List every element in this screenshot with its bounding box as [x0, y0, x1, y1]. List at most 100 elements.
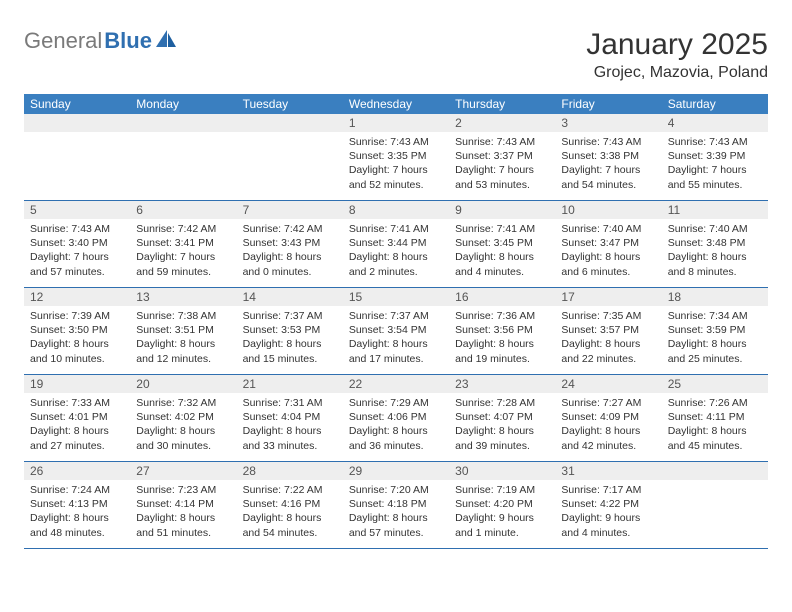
- daylight-text: Daylight: 8 hours and 2 minutes.: [349, 250, 443, 278]
- daylight-text: Daylight: 8 hours and 6 minutes.: [561, 250, 655, 278]
- sunrise-text: Sunrise: 7:24 AM: [30, 483, 124, 497]
- daylight-text: Daylight: 9 hours and 4 minutes.: [561, 511, 655, 539]
- sunset-text: Sunset: 3:48 PM: [668, 236, 762, 250]
- logo-text-gray: General: [24, 28, 102, 54]
- page-title: January 2025: [586, 28, 768, 62]
- daylight-text: Daylight: 8 hours and 0 minutes.: [243, 250, 337, 278]
- day-content: Sunrise: 7:17 AMSunset: 4:22 PMDaylight:…: [555, 480, 661, 544]
- calendar-day-cell: 11Sunrise: 7:40 AMSunset: 3:48 PMDayligh…: [662, 201, 768, 287]
- day-number-band: 8: [343, 201, 449, 219]
- calendar-week-row: 19Sunrise: 7:33 AMSunset: 4:01 PMDayligh…: [24, 375, 768, 462]
- day-content: Sunrise: 7:43 AMSunset: 3:37 PMDaylight:…: [449, 132, 555, 196]
- sunset-text: Sunset: 4:18 PM: [349, 497, 443, 511]
- sail-icon: [156, 30, 178, 53]
- calendar-day-cell: 22Sunrise: 7:29 AMSunset: 4:06 PMDayligh…: [343, 375, 449, 461]
- sunset-text: Sunset: 4:07 PM: [455, 410, 549, 424]
- sunset-text: Sunset: 4:16 PM: [243, 497, 337, 511]
- calendar-day-cell: 31Sunrise: 7:17 AMSunset: 4:22 PMDayligh…: [555, 462, 661, 548]
- daylight-text: Daylight: 7 hours and 52 minutes.: [349, 163, 443, 191]
- day-number-band: [24, 114, 130, 132]
- daylight-text: Daylight: 8 hours and 48 minutes.: [30, 511, 124, 539]
- daylight-text: Daylight: 7 hours and 57 minutes.: [30, 250, 124, 278]
- day-number-band: 7: [237, 201, 343, 219]
- day-content: Sunrise: 7:43 AMSunset: 3:35 PMDaylight:…: [343, 132, 449, 196]
- sunrise-text: Sunrise: 7:43 AM: [30, 222, 124, 236]
- day-number-band: 18: [662, 288, 768, 306]
- day-content: Sunrise: 7:33 AMSunset: 4:01 PMDaylight:…: [24, 393, 130, 457]
- calendar: Sunday Monday Tuesday Wednesday Thursday…: [24, 94, 768, 549]
- day-content: Sunrise: 7:31 AMSunset: 4:04 PMDaylight:…: [237, 393, 343, 457]
- daylight-text: Daylight: 8 hours and 33 minutes.: [243, 424, 337, 452]
- sunrise-text: Sunrise: 7:38 AM: [136, 309, 230, 323]
- day-number-band: 22: [343, 375, 449, 393]
- day-content: Sunrise: 7:29 AMSunset: 4:06 PMDaylight:…: [343, 393, 449, 457]
- daylight-text: Daylight: 8 hours and 54 minutes.: [243, 511, 337, 539]
- day-number-band: 29: [343, 462, 449, 480]
- calendar-day-cell: 23Sunrise: 7:28 AMSunset: 4:07 PMDayligh…: [449, 375, 555, 461]
- daylight-text: Daylight: 8 hours and 15 minutes.: [243, 337, 337, 365]
- sunrise-text: Sunrise: 7:26 AM: [668, 396, 762, 410]
- sunrise-text: Sunrise: 7:29 AM: [349, 396, 443, 410]
- day-number-band: 5: [24, 201, 130, 219]
- calendar-day-cell: 10Sunrise: 7:40 AMSunset: 3:47 PMDayligh…: [555, 201, 661, 287]
- daylight-text: Daylight: 8 hours and 42 minutes.: [561, 424, 655, 452]
- day-number-band: 25: [662, 375, 768, 393]
- daylight-text: Daylight: 7 hours and 53 minutes.: [455, 163, 549, 191]
- weekday-header-row: Sunday Monday Tuesday Wednesday Thursday…: [24, 94, 768, 114]
- title-block: January 2025 Grojec, Mazovia, Poland: [586, 28, 768, 82]
- calendar-day-cell: 20Sunrise: 7:32 AMSunset: 4:02 PMDayligh…: [130, 375, 236, 461]
- weekday-header: Friday: [555, 94, 661, 114]
- logo: General Blue: [24, 28, 178, 54]
- sunset-text: Sunset: 3:54 PM: [349, 323, 443, 337]
- sunset-text: Sunset: 3:57 PM: [561, 323, 655, 337]
- calendar-day-cell: 6Sunrise: 7:42 AMSunset: 3:41 PMDaylight…: [130, 201, 236, 287]
- day-content: Sunrise: 7:41 AMSunset: 3:45 PMDaylight:…: [449, 219, 555, 283]
- calendar-day-cell: 4Sunrise: 7:43 AMSunset: 3:39 PMDaylight…: [662, 114, 768, 200]
- day-content: Sunrise: 7:37 AMSunset: 3:54 PMDaylight:…: [343, 306, 449, 370]
- daylight-text: Daylight: 8 hours and 39 minutes.: [455, 424, 549, 452]
- sunset-text: Sunset: 4:01 PM: [30, 410, 124, 424]
- day-number-band: 16: [449, 288, 555, 306]
- sunrise-text: Sunrise: 7:33 AM: [30, 396, 124, 410]
- day-number-band: 24: [555, 375, 661, 393]
- calendar-day-cell: [130, 114, 236, 200]
- daylight-text: Daylight: 8 hours and 25 minutes.: [668, 337, 762, 365]
- sunset-text: Sunset: 4:14 PM: [136, 497, 230, 511]
- day-number-band: 3: [555, 114, 661, 132]
- sunset-text: Sunset: 4:09 PM: [561, 410, 655, 424]
- day-content: Sunrise: 7:32 AMSunset: 4:02 PMDaylight:…: [130, 393, 236, 457]
- weekday-header: Wednesday: [343, 94, 449, 114]
- day-content: Sunrise: 7:26 AMSunset: 4:11 PMDaylight:…: [662, 393, 768, 457]
- header: General Blue January 2025 Grojec, Mazovi…: [24, 28, 768, 82]
- calendar-day-cell: [24, 114, 130, 200]
- calendar-day-cell: 17Sunrise: 7:35 AMSunset: 3:57 PMDayligh…: [555, 288, 661, 374]
- daylight-text: Daylight: 8 hours and 10 minutes.: [30, 337, 124, 365]
- calendar-day-cell: 15Sunrise: 7:37 AMSunset: 3:54 PMDayligh…: [343, 288, 449, 374]
- day-number-band: [130, 114, 236, 132]
- day-content: Sunrise: 7:39 AMSunset: 3:50 PMDaylight:…: [24, 306, 130, 370]
- calendar-day-cell: 2Sunrise: 7:43 AMSunset: 3:37 PMDaylight…: [449, 114, 555, 200]
- sunset-text: Sunset: 4:22 PM: [561, 497, 655, 511]
- day-number-band: 13: [130, 288, 236, 306]
- weekday-header: Tuesday: [237, 94, 343, 114]
- sunrise-text: Sunrise: 7:27 AM: [561, 396, 655, 410]
- day-content: Sunrise: 7:43 AMSunset: 3:40 PMDaylight:…: [24, 219, 130, 283]
- daylight-text: Daylight: 8 hours and 22 minutes.: [561, 337, 655, 365]
- calendar-day-cell: 3Sunrise: 7:43 AMSunset: 3:38 PMDaylight…: [555, 114, 661, 200]
- weekday-header: Sunday: [24, 94, 130, 114]
- day-content: Sunrise: 7:42 AMSunset: 3:41 PMDaylight:…: [130, 219, 236, 283]
- calendar-day-cell: 13Sunrise: 7:38 AMSunset: 3:51 PMDayligh…: [130, 288, 236, 374]
- sunrise-text: Sunrise: 7:43 AM: [668, 135, 762, 149]
- logo-text-blue: Blue: [104, 28, 152, 54]
- sunrise-text: Sunrise: 7:42 AM: [136, 222, 230, 236]
- sunrise-text: Sunrise: 7:34 AM: [668, 309, 762, 323]
- sunrise-text: Sunrise: 7:41 AM: [455, 222, 549, 236]
- sunrise-text: Sunrise: 7:37 AM: [349, 309, 443, 323]
- daylight-text: Daylight: 8 hours and 27 minutes.: [30, 424, 124, 452]
- calendar-day-cell: 29Sunrise: 7:20 AMSunset: 4:18 PMDayligh…: [343, 462, 449, 548]
- day-content: Sunrise: 7:23 AMSunset: 4:14 PMDaylight:…: [130, 480, 236, 544]
- day-content: Sunrise: 7:43 AMSunset: 3:38 PMDaylight:…: [555, 132, 661, 196]
- day-content: Sunrise: 7:37 AMSunset: 3:53 PMDaylight:…: [237, 306, 343, 370]
- sunrise-text: Sunrise: 7:40 AM: [561, 222, 655, 236]
- sunrise-text: Sunrise: 7:32 AM: [136, 396, 230, 410]
